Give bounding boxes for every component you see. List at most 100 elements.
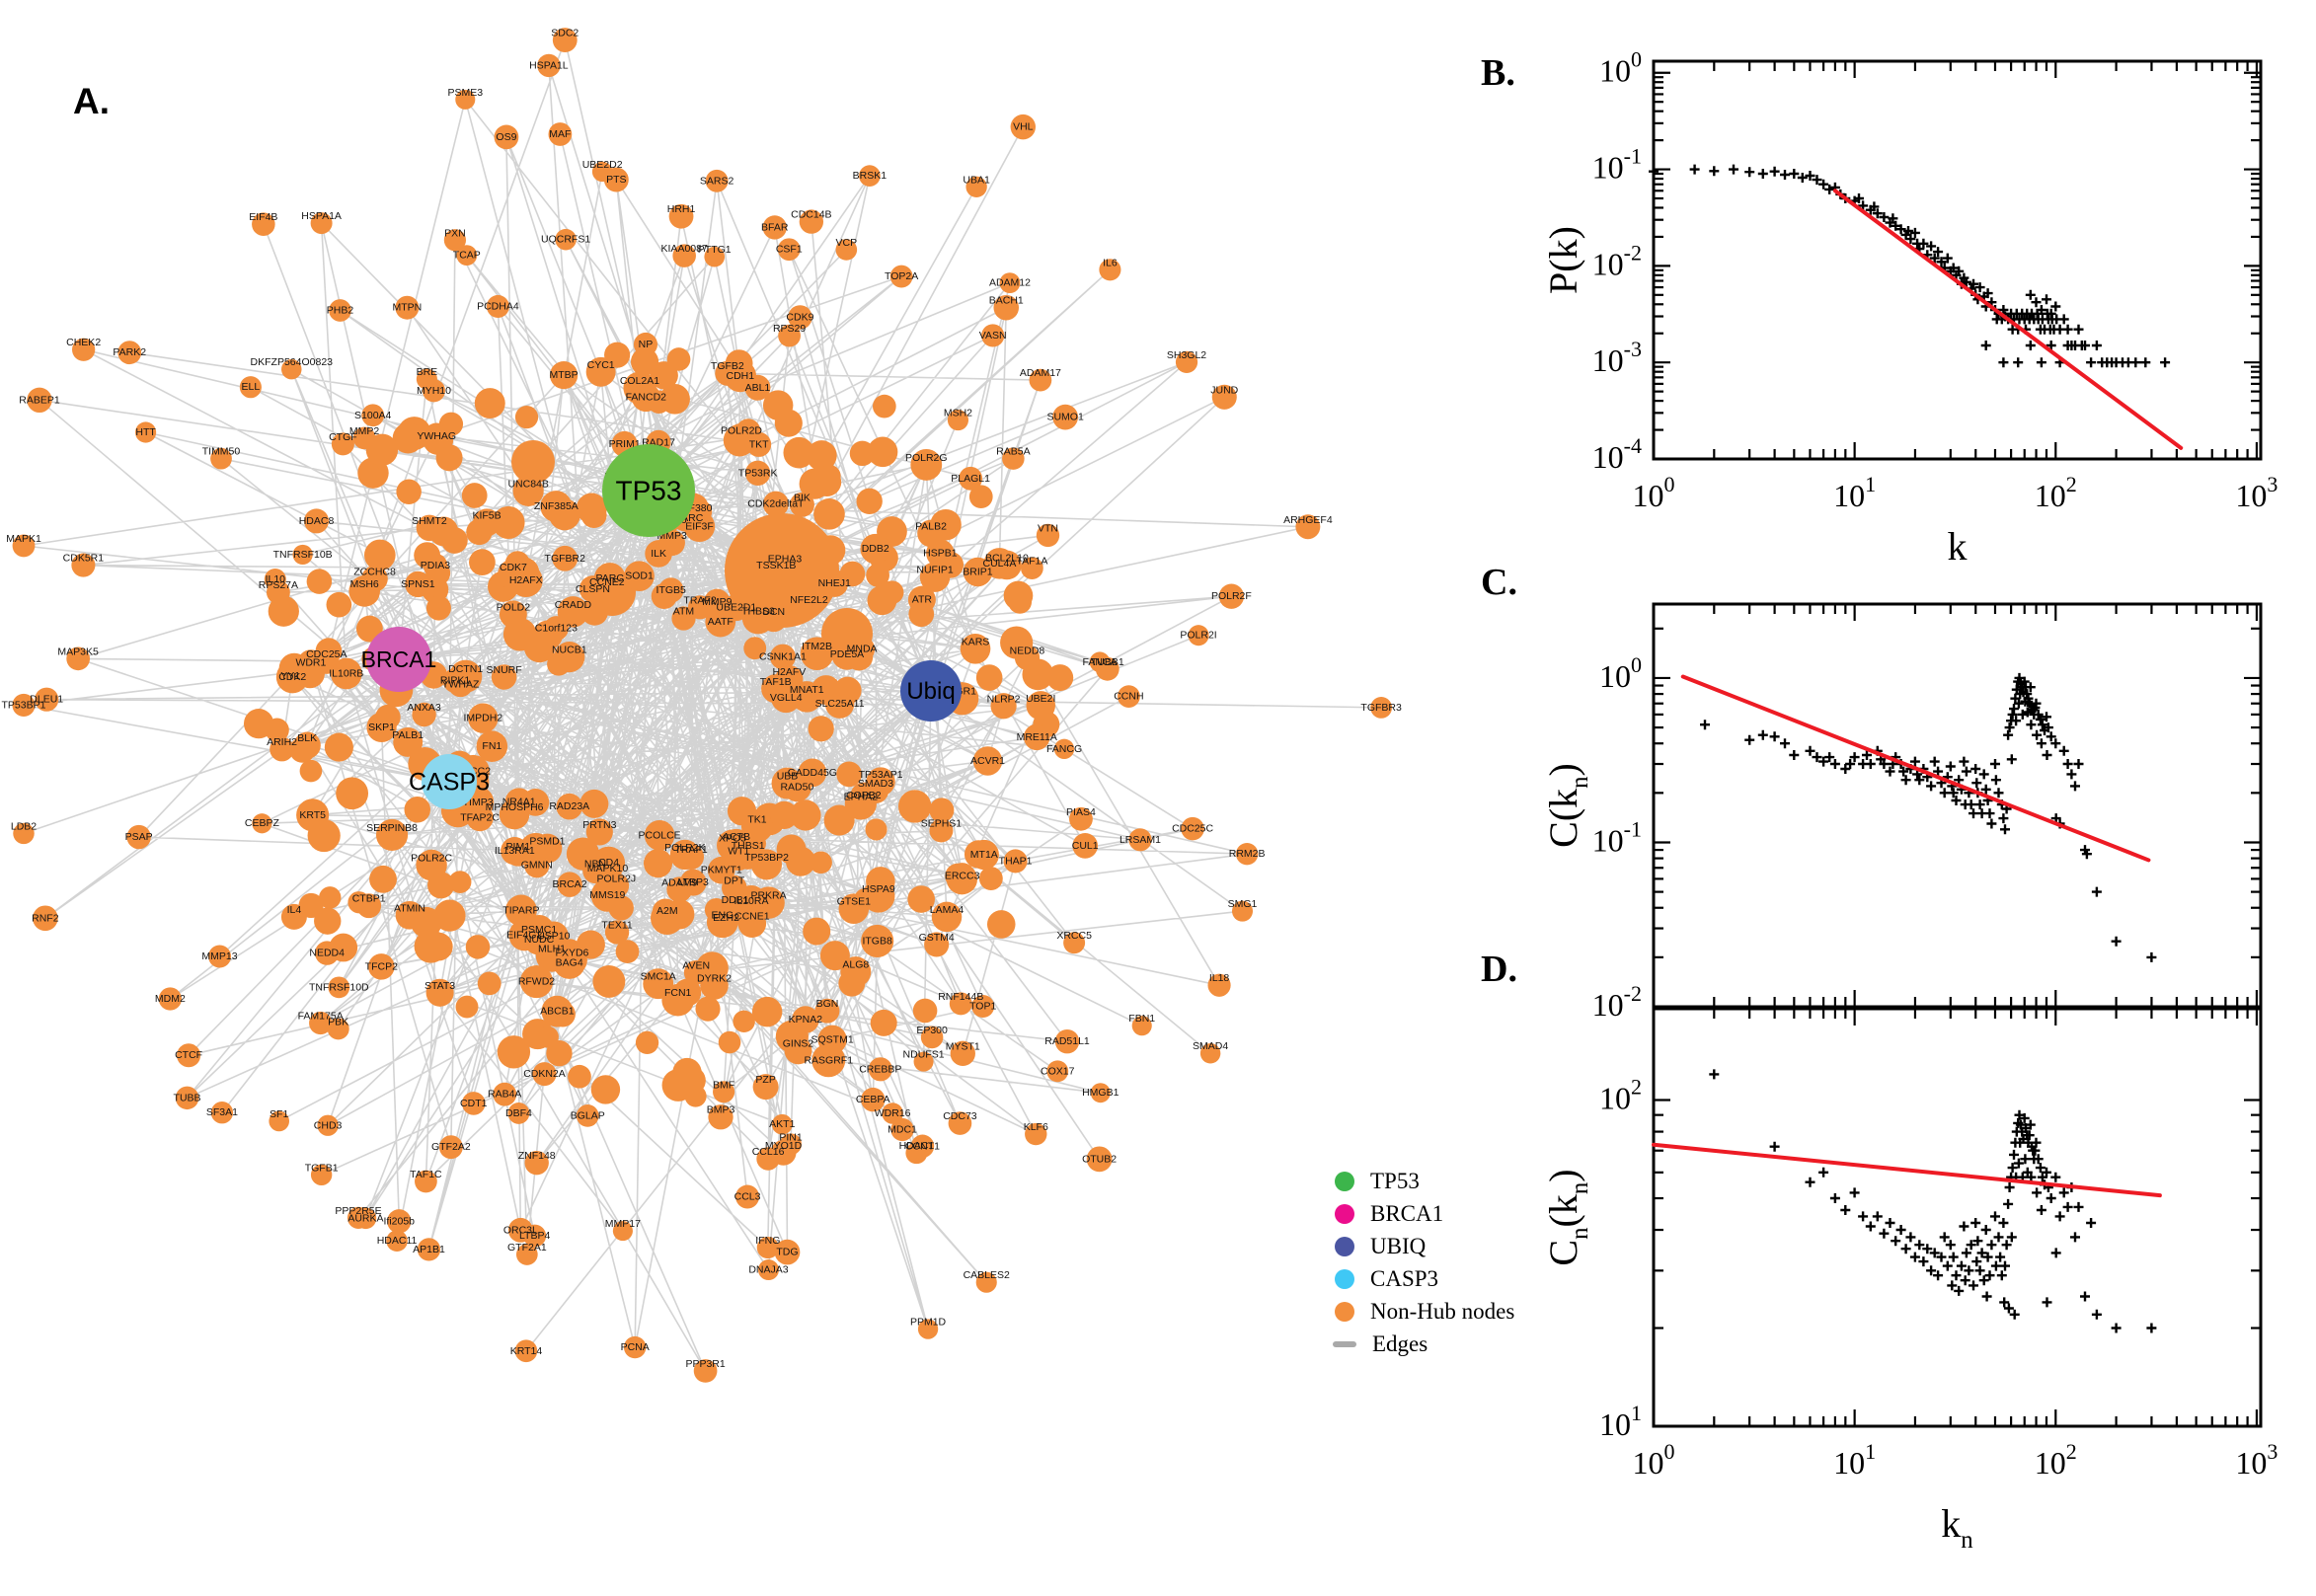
- svg-text:IFNG: IFNG: [755, 1235, 780, 1247]
- panel-label-c: C.: [1481, 562, 1517, 603]
- svg-text:CDH1: CDH1: [726, 370, 754, 382]
- svg-text:CDK9: CDK9: [786, 311, 813, 323]
- svg-text:RAB5A: RAB5A: [996, 446, 1030, 458]
- svg-text:PSMD1: PSMD1: [529, 836, 565, 848]
- svg-text:TIPARP: TIPARP: [502, 905, 539, 917]
- svg-text:RIPK1: RIPK1: [440, 675, 471, 687]
- svg-text:CCNE2: CCNE2: [589, 576, 625, 588]
- svg-text:NLRP2: NLRP2: [987, 693, 1021, 705]
- legend-item-nonhub: Non-Hub nodes: [1333, 1295, 1589, 1328]
- svg-text:CRADD: CRADD: [555, 599, 592, 611]
- svg-text:RASGRF1: RASGRF1: [804, 1054, 853, 1066]
- ubiq-node-icon: [1335, 1236, 1354, 1256]
- svg-text:PCDHA4: PCDHA4: [477, 300, 519, 312]
- svg-text:A2M: A2M: [656, 905, 678, 917]
- svg-text:AVEN: AVEN: [682, 959, 710, 971]
- svg-text:CTGF: CTGF: [329, 431, 357, 443]
- svg-text:NBN: NBN: [584, 858, 606, 870]
- svg-text:EZH2: EZH2: [713, 912, 739, 924]
- svg-text:TP53RK: TP53RK: [738, 467, 778, 479]
- svg-text:UBE2D1: UBE2D1: [716, 602, 756, 614]
- svg-text:PIM1: PIM1: [506, 841, 531, 853]
- svg-text:HRH1: HRH1: [667, 203, 696, 215]
- svg-text:MSH6: MSH6: [350, 578, 379, 590]
- svg-text:MMP2: MMP2: [349, 425, 379, 437]
- svg-text:100: 100: [1599, 47, 1642, 89]
- svg-text:MNAT1: MNAT1: [790, 684, 824, 696]
- svg-text:SF1: SF1: [270, 1108, 288, 1120]
- svg-text:CDC73: CDC73: [943, 1110, 977, 1122]
- svg-text:PSME3: PSME3: [447, 87, 483, 99]
- svg-text:SARS2: SARS2: [700, 175, 734, 187]
- svg-text:PZP: PZP: [755, 1074, 775, 1086]
- svg-text:CDK2deltaT: CDK2deltaT: [747, 498, 805, 510]
- svg-text:SMAD3: SMAD3: [858, 778, 893, 790]
- svg-text:ACTB: ACTB: [723, 831, 750, 843]
- svg-text:POLR2K: POLR2K: [664, 842, 705, 854]
- svg-text:ALG8: ALG8: [842, 959, 869, 971]
- legend-label: Edges: [1372, 1330, 1428, 1356]
- svg-text:MMP17: MMP17: [605, 1218, 641, 1230]
- svg-text:MMS19: MMS19: [589, 889, 625, 901]
- chart-panel-degree-distribution: 100 101 102 103 100 10-1 10-2 10-3 10-4 k P(k): [1538, 20, 2316, 597]
- svg-text:100: 100: [1599, 652, 1642, 694]
- svg-text:GTF2A1: GTF2A1: [507, 1242, 547, 1254]
- svg-text:VHL: VHL: [1013, 121, 1034, 133]
- svg-text:GTSE1: GTSE1: [837, 896, 872, 908]
- svg-text:PPP3R1: PPP3R1: [685, 1358, 725, 1370]
- svg-text:VCP: VCP: [836, 237, 858, 249]
- svg-text:TGFB2: TGFB2: [711, 360, 744, 372]
- svg-text:THBS1: THBS1: [732, 840, 765, 852]
- svg-text:ZNF148: ZNF148: [518, 1150, 556, 1162]
- svg-text:FANCA: FANCA: [1083, 656, 1118, 668]
- svg-text:RFWD2: RFWD2: [518, 976, 555, 988]
- svg-text:PARK2: PARK2: [113, 346, 146, 358]
- svg-text:DBF4: DBF4: [505, 1107, 532, 1119]
- svg-text:HDAC1: HDAC1: [899, 1140, 935, 1152]
- clustering-coefficient-plot: 100 10-1 10-2 C(kn): [1541, 602, 2263, 1023]
- casp3-node-icon: [1335, 1268, 1354, 1289]
- legend-item-edges: Edges: [1333, 1328, 1589, 1360]
- svg-text:10-2: 10-2: [1592, 981, 1642, 1023]
- svg-text:CREBBP: CREBBP: [859, 1063, 901, 1075]
- svg-text:RAD23A: RAD23A: [549, 800, 589, 812]
- svg-text:C(kn): C(kn): [1541, 763, 1593, 848]
- svg-text:MYST1: MYST1: [946, 1040, 980, 1052]
- degree-distribution-plot: 100 101 102 103 100 10-1 10-2 10-3 10-4 k P(k): [1541, 47, 2277, 569]
- svg-text:TCAP: TCAP: [453, 250, 481, 262]
- svg-text:UBA1: UBA1: [963, 174, 990, 186]
- svg-text:TAF1C: TAF1C: [410, 1169, 442, 1180]
- svg-text:PTS: PTS: [606, 174, 626, 186]
- svg-text:RAD51L1: RAD51L1: [1044, 1035, 1090, 1047]
- svg-text:KPNA2: KPNA2: [789, 1014, 823, 1026]
- panel-label-d: D.: [1481, 949, 1517, 990]
- svg-text:BIK: BIK: [794, 492, 811, 503]
- svg-text:WDR1: WDR1: [295, 657, 326, 669]
- svg-text:JUND: JUND: [1210, 384, 1238, 396]
- svg-text:TUBB1: TUBB1: [1091, 656, 1124, 668]
- svg-text:CSF1: CSF1: [776, 244, 803, 256]
- svg-text:HSPA1L: HSPA1L: [529, 59, 569, 71]
- svg-text:UNC84B: UNC84B: [507, 478, 548, 490]
- svg-text:HSPA9: HSPA9: [862, 883, 895, 895]
- svg-text:THAP1: THAP1: [999, 855, 1033, 867]
- svg-text:TP53: TP53: [616, 476, 682, 506]
- svg-text:KLF6: KLF6: [1024, 1121, 1048, 1133]
- svg-text:OTUB2: OTUB2: [1082, 1153, 1117, 1165]
- svg-text:ARHGEF4: ARHGEF4: [1283, 514, 1333, 526]
- svg-text:NHEJ1: NHEJ1: [818, 577, 851, 589]
- svg-text:HDAC11: HDAC11: [377, 1235, 418, 1247]
- svg-text:TFAP2C: TFAP2C: [460, 812, 500, 824]
- svg-text:TRAF2: TRAF2: [683, 594, 716, 606]
- svg-text:EIF3F: EIF3F: [685, 520, 714, 532]
- svg-text:ARIH2: ARIH2: [267, 736, 297, 748]
- svg-text:GMNN: GMNN: [521, 860, 553, 872]
- svg-text:SF3A1: SF3A1: [206, 1106, 238, 1118]
- svg-text:ITGB8: ITGB8: [862, 935, 892, 947]
- svg-text:CEBPA: CEBPA: [856, 1094, 890, 1105]
- svg-text:DKFZP564O0823: DKFZP564O0823: [251, 356, 334, 368]
- svg-text:Ifi205b: Ifi205b: [383, 1215, 415, 1227]
- svg-text:UQCRFS1: UQCRFS1: [541, 234, 590, 246]
